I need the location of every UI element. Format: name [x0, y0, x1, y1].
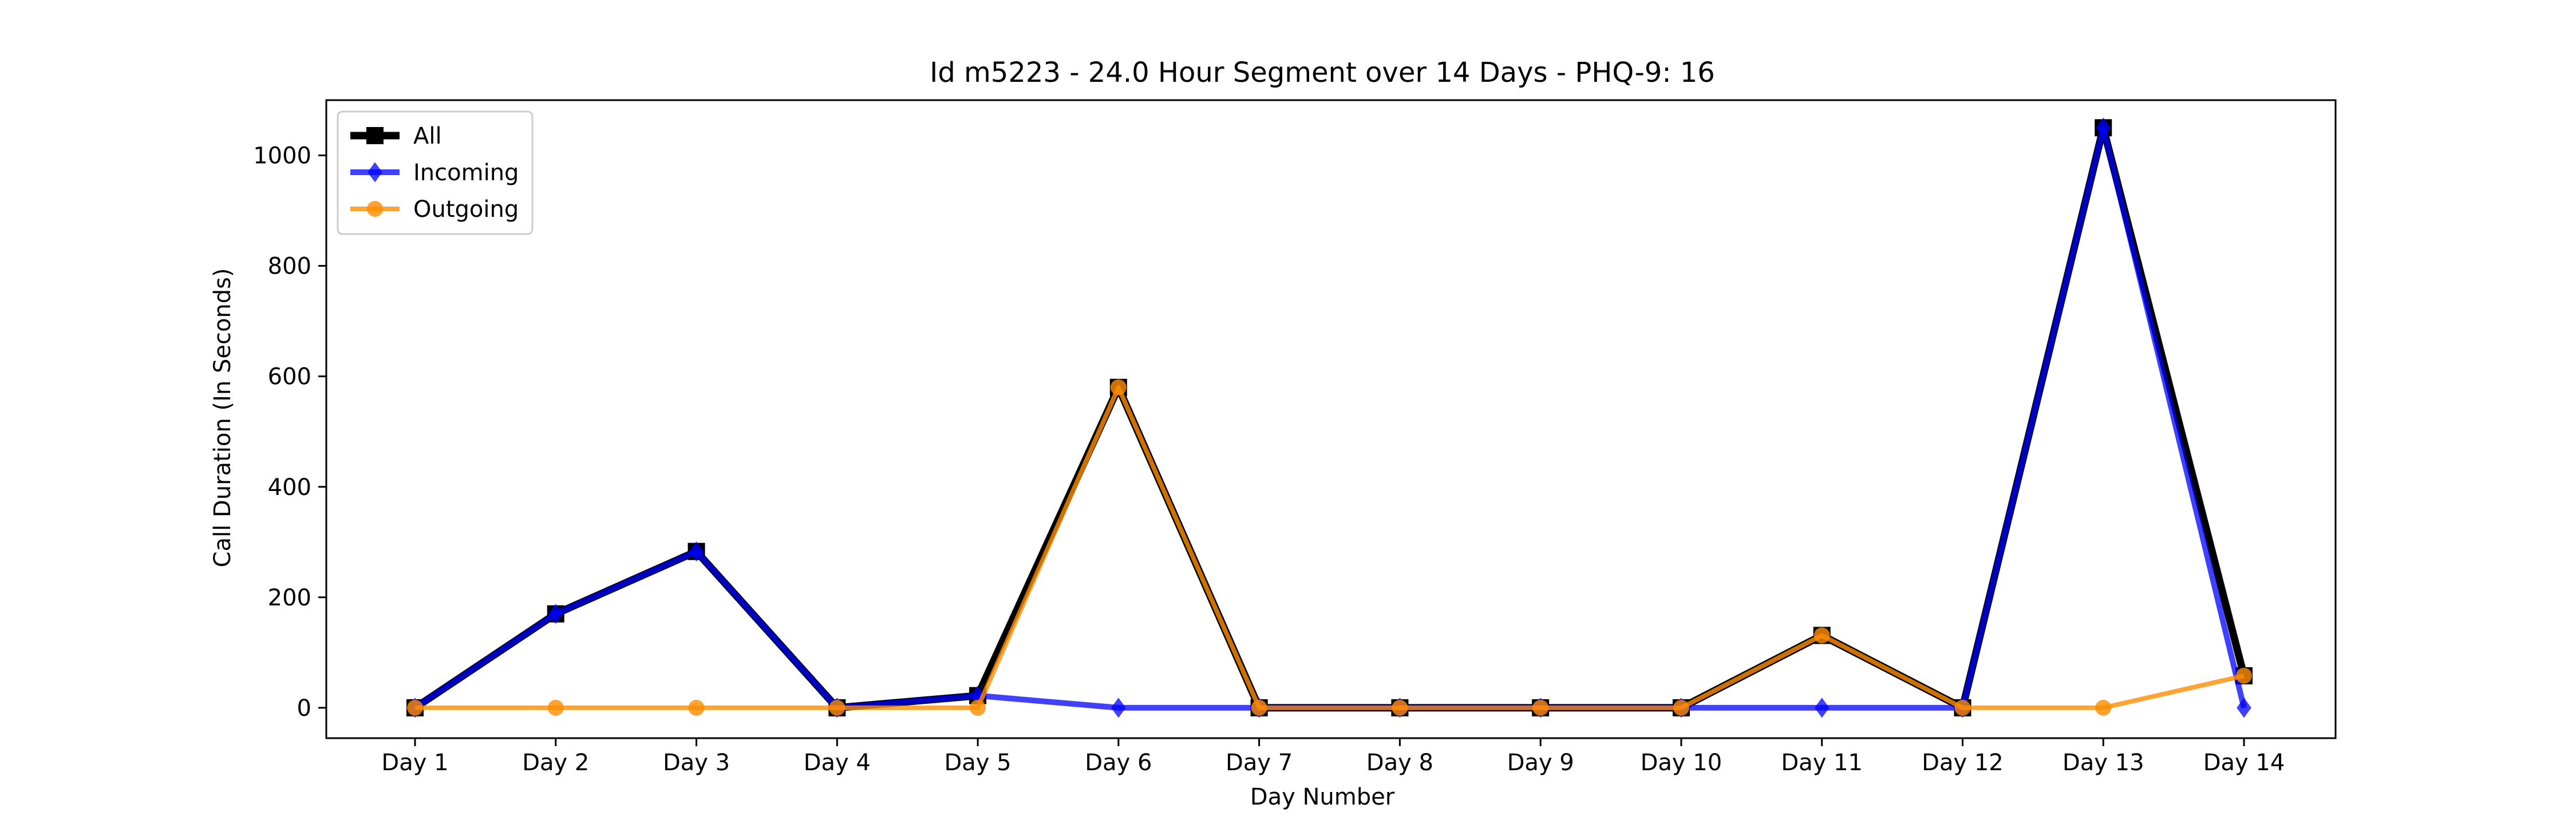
- x-tick-label: Day 9: [1507, 750, 1574, 776]
- x-tick-label: Day 11: [1781, 750, 1863, 776]
- data-point-outgoing: [2236, 667, 2252, 684]
- x-tick-label: Day 4: [804, 750, 871, 776]
- series-outgoing: [407, 379, 2252, 716]
- legend-marker-outgoing: [367, 201, 383, 217]
- plot-background: [326, 100, 2336, 738]
- legend-entry-incoming: Incoming: [350, 160, 519, 186]
- x-tick-label: Day 7: [1226, 750, 1293, 776]
- data-point-outgoing: [1251, 699, 1267, 716]
- x-tick-label: Day 5: [944, 750, 1011, 776]
- x-tick-label: Day 12: [1922, 750, 2004, 776]
- legend-label-incoming: Incoming: [413, 160, 519, 186]
- x-tick-label: Day 8: [1366, 750, 1433, 776]
- y-tick-label: 0: [297, 695, 311, 722]
- x-tick-label: Day 6: [1085, 750, 1152, 776]
- data-point-incoming: [1814, 698, 1830, 718]
- y-tick-label: 1000: [253, 143, 311, 169]
- x-tick-label: Day 1: [381, 750, 448, 776]
- y-axis-label: Call Duration (In Seconds): [210, 268, 236, 568]
- data-point-incoming: [2096, 117, 2111, 138]
- legend: All Incoming Outgoing: [337, 110, 534, 235]
- y-tick-label: 600: [268, 364, 311, 390]
- data-point-outgoing: [1110, 379, 1127, 395]
- data-point-outgoing: [2095, 699, 2112, 716]
- x-tick-label: Day 10: [1641, 750, 1722, 776]
- plot-area: [326, 100, 2336, 738]
- legend-label-outgoing: Outgoing: [413, 196, 519, 223]
- legend-entry-outgoing: Outgoing: [350, 196, 519, 223]
- plot-frame: [325, 99, 2337, 739]
- data-point-outgoing: [1954, 699, 1971, 716]
- data-point-outgoing: [829, 699, 846, 716]
- x-axis-label: Day Number: [1250, 784, 1395, 810]
- y-tick-label: 800: [268, 253, 311, 280]
- legend-label-all: All: [413, 123, 442, 149]
- data-point-outgoing: [1814, 627, 1830, 644]
- x-tick-label: Day 14: [2203, 750, 2285, 776]
- data-point-incoming: [548, 604, 563, 624]
- y-tick-label: 200: [268, 585, 311, 611]
- y-tick-label: 400: [268, 474, 311, 501]
- data-point-outgoing: [1532, 699, 1549, 716]
- data-point-outgoing: [688, 699, 705, 716]
- series-line-outgoing: [415, 385, 2245, 710]
- data-point-incoming: [1111, 698, 1126, 718]
- chart-title: Id m5223 - 24.0 Hour Segment over 14 Day…: [930, 57, 1715, 89]
- x-tick-label: Day 3: [663, 750, 730, 776]
- data-point-outgoing: [1673, 699, 1689, 716]
- legend-marker-incoming: [368, 162, 382, 183]
- data-point-incoming: [689, 541, 704, 562]
- legend-entry-all: All: [350, 123, 442, 149]
- axes: Day 1 Day 2 Day 3 Day 4 Day 5 Day 6 Day 7 Day 8…: [253, 99, 2337, 776]
- x-tick-label: Day 13: [2063, 750, 2144, 776]
- data-point-outgoing: [547, 699, 564, 716]
- data-point-incoming: [2237, 698, 2251, 718]
- data-point-outgoing: [970, 699, 986, 716]
- legend-marker-all: [366, 127, 384, 144]
- x-tick-label: Day 2: [522, 750, 589, 776]
- legend-box: [337, 110, 534, 235]
- data-point-outgoing: [1392, 699, 1408, 716]
- data-point-outgoing: [407, 699, 423, 716]
